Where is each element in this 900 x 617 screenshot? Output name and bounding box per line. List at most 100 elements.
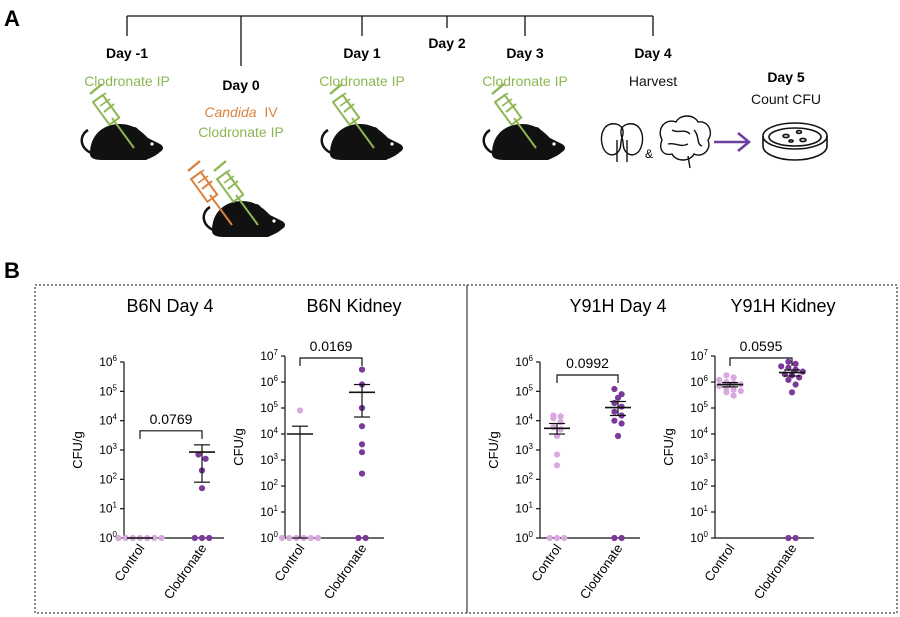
data-point — [730, 386, 737, 393]
data-point — [611, 399, 618, 407]
x-tick-label: Clodronate — [577, 541, 626, 602]
x-tick-label: Control — [271, 541, 307, 584]
y-tick-label: 107 — [260, 348, 278, 363]
candida-label: Candida — [204, 104, 256, 120]
data-point — [785, 376, 792, 384]
charts: B6N Day 4 100 101 102 103 104 105 106 CFU/g Contr… — [70, 296, 836, 602]
day-0-treatment-1: Candida IV — [204, 104, 278, 120]
y-tick-label: 103 — [260, 452, 278, 467]
data-point — [716, 376, 723, 384]
y-tick-label: 106 — [690, 374, 708, 389]
data-point — [358, 470, 366, 477]
y-tick-label: 103 — [690, 452, 708, 467]
data-point — [730, 392, 737, 399]
comparison-bracket — [556, 374, 619, 384]
y-tick-label: 101 — [99, 501, 117, 516]
p-value-label: 0.0595 — [740, 338, 783, 354]
x-tick-label: Control — [111, 541, 147, 584]
y-tick-label: 106 — [515, 354, 533, 369]
y-tick-label: 107 — [690, 348, 708, 363]
x-tick-label: Clodronate — [161, 541, 210, 602]
data-point — [723, 384, 730, 391]
y-tick-label: 106 — [99, 354, 117, 369]
data-point — [198, 485, 206, 492]
iv-label: IV — [264, 104, 278, 120]
y-axis-label: CFU/g — [70, 431, 85, 469]
day-minus1-treatment: Clodronate IP — [84, 73, 170, 89]
comparison-bracket — [139, 430, 203, 439]
data-point — [785, 534, 792, 542]
data-point — [358, 423, 366, 430]
data-point — [553, 462, 561, 469]
x-tick-label: Clodronate — [751, 541, 800, 602]
data-point — [614, 432, 622, 440]
series-control — [115, 534, 165, 542]
chart-title: B6N Kidney — [306, 296, 401, 316]
panel-b-right-box — [466, 284, 898, 614]
data-point — [557, 426, 564, 433]
data-point — [785, 358, 792, 365]
p-value-label: 0.0992 — [566, 355, 609, 371]
data-point — [362, 534, 369, 542]
ampersand: & — [645, 147, 653, 161]
y-tick-label: 105 — [260, 400, 278, 415]
series-control — [544, 412, 570, 542]
petri-dish-icon — [762, 122, 828, 161]
data-point — [206, 534, 213, 542]
y-tick-label: 102 — [260, 478, 278, 493]
data-point — [286, 534, 293, 542]
series-clodronate — [189, 444, 215, 542]
day-1-treatment: Clodronate IP — [319, 73, 405, 89]
panel-b-letter: B — [4, 258, 20, 283]
comparison-bracket — [299, 357, 363, 366]
data-point — [778, 363, 785, 370]
chart-2: B6N Kidney 100 101 102 103 104 105 106 107 CFU/g C… — [231, 296, 402, 602]
data-point — [158, 534, 165, 542]
mouse-icon-day-1 — [320, 82, 405, 162]
comparison-bracket — [729, 357, 793, 366]
y-axis-label: CFU/g — [486, 431, 501, 469]
kidney-icon — [600, 123, 644, 162]
data-point — [550, 415, 557, 422]
data-point — [611, 417, 618, 424]
data-point — [618, 420, 625, 427]
y-tick-label: 105 — [515, 383, 533, 398]
data-point — [792, 381, 799, 388]
data-point — [358, 441, 366, 448]
day-1-label: Day 1 — [343, 45, 381, 61]
y-tick-label: 101 — [690, 504, 708, 519]
day-2-label: Day 2 — [428, 35, 466, 51]
chart-title: Y91H Kidney — [730, 296, 835, 316]
data-point — [618, 534, 625, 542]
data-point — [278, 534, 286, 542]
day-minus1-label: Day -1 — [106, 45, 148, 61]
mouse-icon-day-0 — [186, 159, 287, 239]
y-axis-label: CFU/g — [661, 428, 676, 466]
data-point — [611, 408, 618, 415]
y-tick-label: 104 — [260, 426, 278, 441]
data-point — [557, 413, 564, 420]
mouse-icon-day-3 — [482, 82, 567, 162]
data-point — [151, 534, 158, 542]
series-clodronate — [605, 385, 631, 542]
data-point — [355, 534, 362, 542]
y-tick-label: 100 — [99, 530, 117, 545]
y-tick-label: 102 — [690, 478, 708, 493]
series-clodronate — [778, 358, 806, 542]
y-tick-label: 106 — [260, 374, 278, 389]
data-point — [122, 534, 129, 542]
y-tick-label: 102 — [515, 471, 533, 486]
y-axis-label: CFU/g — [231, 428, 246, 466]
data-point — [611, 385, 618, 393]
x-tick-label: Clodronate — [321, 541, 370, 602]
series-control — [278, 407, 322, 542]
day-0-label: Day 0 — [222, 77, 260, 93]
timeline — [126, 15, 654, 66]
day-5-label: Day 5 — [767, 69, 805, 85]
data-point — [546, 534, 553, 542]
y-tick-label: 103 — [515, 442, 533, 457]
data-point — [792, 534, 799, 542]
data-point — [358, 449, 366, 456]
panel-a-letter: A — [4, 6, 20, 31]
